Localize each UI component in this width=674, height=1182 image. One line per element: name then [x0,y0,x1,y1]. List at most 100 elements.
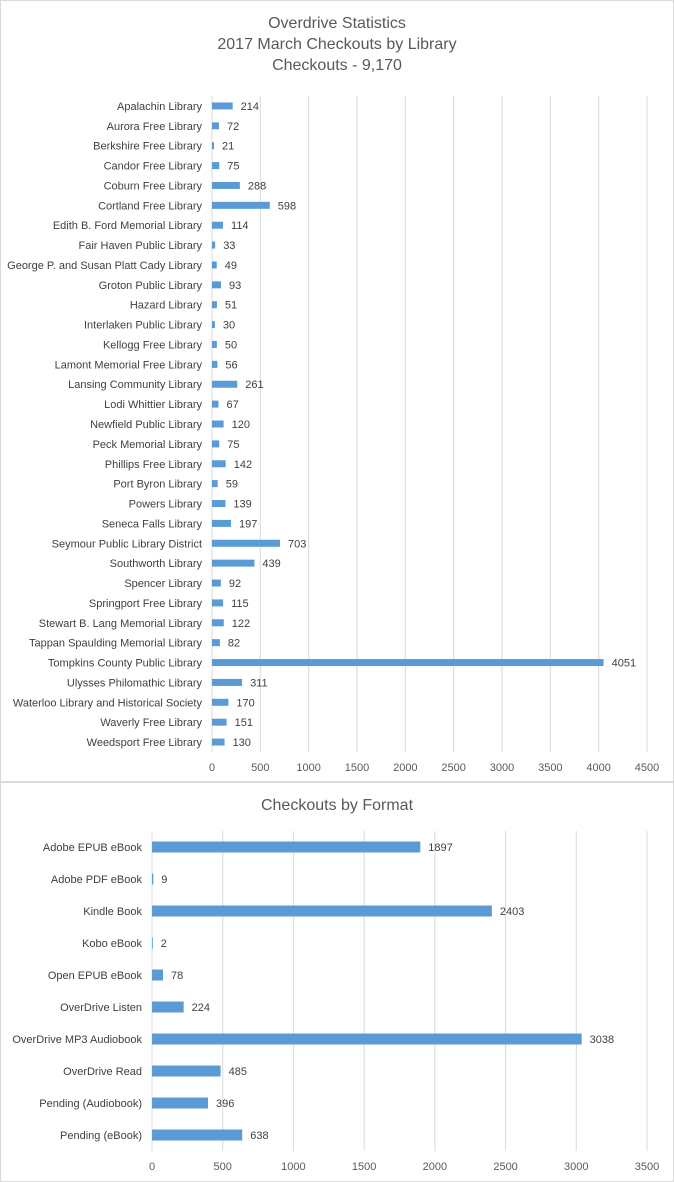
library-category-label: Peck Memorial Library [93,439,203,451]
library-category-label: Kellogg Free Library [103,339,203,351]
library-bar [212,261,217,269]
format-bar [152,1097,209,1109]
format-bar [152,873,154,885]
format-bar [152,905,492,917]
library-category-label: Fair Haven Public Library [79,240,203,252]
format-category-label: Kindle Book [83,906,142,918]
library-category-label: Springport Free Library [89,598,203,610]
library-data-label: 93 [229,280,241,292]
library-data-label: 50 [225,339,237,351]
library-bar [212,460,226,468]
library-category-label: Newfield Public Library [90,419,202,431]
library-data-label: 120 [232,419,250,431]
library-category-label: Weedsport Free Library [87,737,203,749]
library-data-label: 142 [234,459,252,471]
format-category-label: OverDrive Listen [60,1002,142,1014]
library-bar [212,599,224,607]
library-bar [212,321,215,329]
library-bar [212,539,280,547]
library-bar [212,360,218,368]
format-x-tick-label: 3000 [564,1161,588,1173]
library-data-label: 21 [222,141,234,153]
library-x-tick-label: 0 [209,762,215,774]
library-bar [212,738,225,746]
title-line-1: Overdrive Statistics [268,15,406,32]
library-category-label: Lamont Memorial Free Library [55,359,203,371]
format-x-tick-label: 0 [149,1161,155,1173]
format-data-label: 396 [216,1098,234,1110]
format-category-label: Open EPUB eBook [48,970,143,982]
library-x-tick-label: 500 [251,762,269,774]
library-bar [212,102,233,110]
format-category-label: OverDrive MP3 Audiobook [12,1034,142,1046]
library-data-label: 170 [236,697,254,709]
library-bar [212,380,238,388]
library-data-label: 703 [288,538,306,550]
library-data-label: 197 [239,518,257,530]
library-category-label: Waterloo Library and Historical Society [13,697,203,709]
library-bar-chart: 0 500 1000 1500 2000 2500 3000 3500 4000 4500 Apal… [7,96,659,774]
library-category-label: Groton Public Library [99,280,203,292]
library-category-label: Lodi Whittier Library [104,399,202,411]
library-data-label: 130 [233,737,251,749]
library-bar [212,162,220,170]
library-x-tick-label: 2500 [441,762,465,774]
library-bar [212,201,270,209]
format-data-label: 1897 [428,842,452,854]
library-bar [212,281,221,289]
library-category-label: Seneca Falls Library [102,518,203,530]
format-category-label: Adobe PDF eBook [51,874,143,886]
library-bar [212,301,217,309]
library-x-tick-label: 1500 [345,762,369,774]
format-bar [152,841,421,853]
format-bar [152,1001,184,1013]
library-category-label: Port Byron Library [113,479,202,491]
library-bar [212,698,229,706]
format-data-label: 485 [229,1066,247,1078]
library-bar [212,440,220,448]
library-data-label: 114 [231,220,249,232]
format-data-label: 3038 [590,1034,614,1046]
library-category-label: Southworth Library [110,558,203,570]
format-x-tick-label: 500 [214,1161,232,1173]
library-data-label: 311 [250,677,268,689]
library-bar [212,619,224,627]
library-checkouts-panel: Overdrive Statistics 2017 March Checkout… [0,0,674,782]
library-category-label: Waverly Free Library [100,717,202,729]
library-category-label: Cortland Free Library [98,200,202,212]
format-data-label: 224 [192,1002,210,1014]
library-data-label: 82 [228,638,240,650]
format-category-label: Kobo eBook [82,938,142,950]
library-data-label: 75 [227,161,239,173]
library-data-label: 139 [233,499,251,511]
library-category-label: Ulysses Philomathic Library [67,677,203,689]
library-data-label: 214 [241,101,259,113]
library-category-label: Edith B. Ford Memorial Library [53,220,203,232]
library-data-label: 4051 [612,658,636,670]
library-data-label: 288 [248,180,266,192]
library-bar [212,420,224,428]
library-bar [212,639,220,647]
format-chart-title: Checkouts by Format [1,795,673,816]
library-x-tick-label: 4000 [586,762,610,774]
title-line-3: Checkouts - 9,170 [272,57,402,74]
library-bar [212,400,219,408]
library-bar [212,519,232,527]
library-category-label: Candor Free Library [104,161,203,173]
library-data-label: 151 [235,717,253,729]
library-data-label: 49 [225,260,237,272]
library-data-label: 115 [231,598,249,610]
library-data-label: 30 [223,320,235,332]
library-data-label: 59 [226,479,238,491]
library-x-tick-label: 3500 [538,762,562,774]
library-category-label: Apalachin Library [117,101,202,113]
library-bar [212,579,221,587]
format-x-tick-label: 3500 [635,1161,659,1173]
format-data-label: 638 [250,1130,268,1142]
library-category-label: Interlaken Public Library [84,320,203,332]
format-bar [152,937,153,949]
library-data-label: 439 [262,558,280,570]
format-bar [152,969,164,981]
library-chart-title: Overdrive Statistics 2017 March Checkout… [1,13,673,76]
title-line-2: 2017 March Checkouts by Library [217,36,457,53]
